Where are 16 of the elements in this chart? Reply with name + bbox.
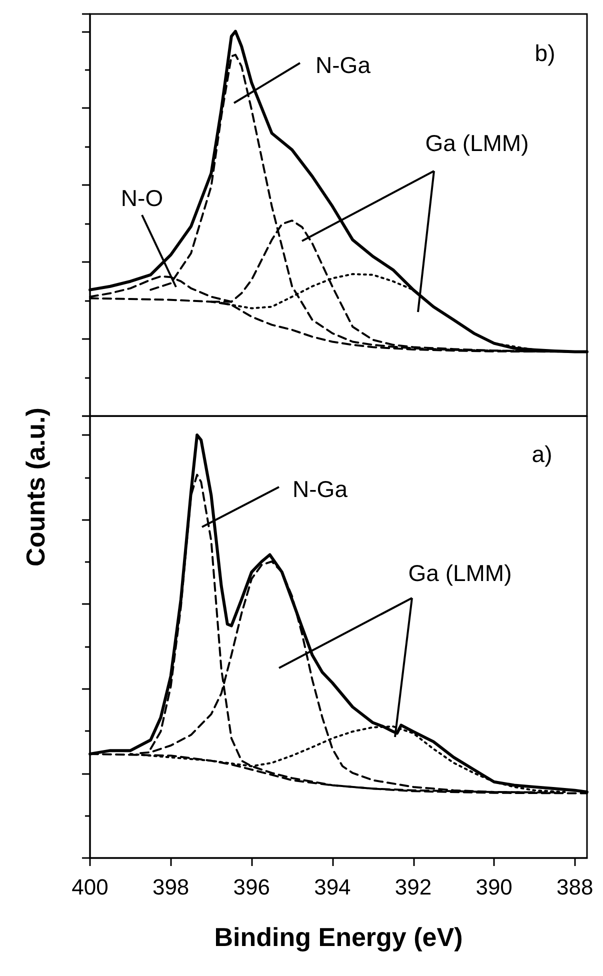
- annotation: N-O: [120, 185, 164, 211]
- annotation: b): [534, 40, 556, 66]
- x-tick-label: 396: [233, 874, 270, 900]
- x-tick-label: 400: [72, 874, 108, 900]
- x-axis-title: Binding Energy (eV): [214, 922, 463, 952]
- annotation: a): [532, 441, 552, 467]
- annotation: N-Ga: [292, 476, 348, 502]
- annotation: Ga (LMM): [408, 560, 512, 586]
- x-tick-label: 392: [394, 874, 432, 900]
- y-axis-title: Counts (a.u.): [20, 408, 52, 566]
- x-tick-label: 394: [314, 874, 351, 900]
- x-tick-label: 398: [152, 874, 190, 900]
- x-tick-label: 390: [476, 874, 512, 900]
- annotation: N-Ga: [316, 52, 371, 78]
- x-tick-label: 388: [556, 874, 594, 900]
- annotation: Ga (LMM): [425, 130, 529, 156]
